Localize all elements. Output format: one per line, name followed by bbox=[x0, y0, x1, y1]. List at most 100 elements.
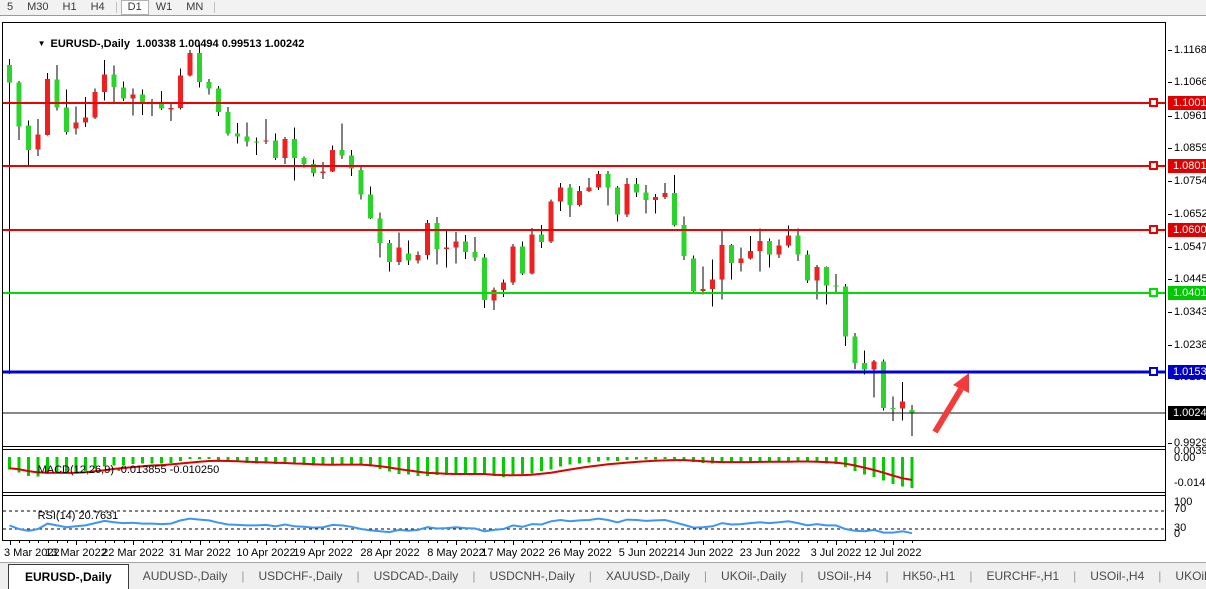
price-axis-tick bbox=[1168, 214, 1172, 215]
time-axis-label: 5 Jun 2022 bbox=[618, 547, 674, 559]
time-axis-minor-tick bbox=[371, 541, 372, 543]
chart-tab[interactable]: USDCNH-,Daily bbox=[489, 569, 575, 583]
time-axis-minor-tick bbox=[162, 541, 163, 543]
time-axis-minor-tick bbox=[732, 541, 733, 543]
time-axis-minor-tick bbox=[656, 541, 657, 543]
time-axis-minor-tick bbox=[808, 541, 809, 543]
chart-tab[interactable]: EURCHF-,H1 bbox=[986, 569, 1060, 583]
timeframe-button-D1[interactable]: D1 bbox=[120, 0, 149, 15]
price-axis-tick bbox=[1168, 443, 1172, 444]
rsi-chart[interactable] bbox=[3, 496, 1165, 540]
price-axis[interactable]: 1.11680 1.10660 1.09610 1.08590 1.07540 1.065… bbox=[1168, 22, 1206, 563]
time-axis-minor-tick bbox=[903, 541, 904, 543]
time-axis-minor-tick bbox=[352, 541, 353, 543]
tab-separator: | bbox=[969, 569, 973, 583]
chart-window: ▼ EURUSD-,Daily 1.00338 1.00494 0.99513 1… bbox=[2, 22, 1206, 563]
time-axis-minor-tick bbox=[760, 541, 761, 543]
time-axis-minor-tick bbox=[827, 541, 828, 543]
time-axis-tick bbox=[703, 541, 704, 545]
time-axis-minor-tick bbox=[504, 541, 505, 543]
price-axis-label: 1.09610 bbox=[1174, 110, 1206, 122]
rsi-value: 20.7631 bbox=[78, 510, 119, 522]
ohlc-high: 1.00494 bbox=[178, 38, 219, 50]
time-axis-minor-tick bbox=[209, 541, 210, 543]
time-axis-minor-tick bbox=[38, 541, 39, 543]
price-chart-panel[interactable]: ▼ EURUSD-,Daily 1.00338 1.00494 0.99513 1… bbox=[3, 23, 1165, 447]
rsi-axis-label: 70 bbox=[1174, 503, 1187, 515]
timeframe-button-MN[interactable]: MN bbox=[186, 1, 204, 13]
time-axis-label: 17 May 2022 bbox=[481, 547, 545, 559]
rsi-line bbox=[9, 517, 913, 535]
hline-handle[interactable] bbox=[1149, 98, 1158, 107]
tab-separator: | bbox=[241, 569, 245, 583]
time-axis-minor-tick bbox=[257, 541, 258, 543]
time-axis-minor-tick bbox=[694, 541, 695, 543]
timeframe-button-H4[interactable]: H4 bbox=[90, 1, 105, 13]
arrow-annotation[interactable] bbox=[932, 387, 964, 434]
time-axis-minor-tick bbox=[475, 541, 476, 543]
time-axis[interactable]: 3 Mar 2022 13 Mar 2022 22 Mar 2022 31 Mar 2… bbox=[2, 541, 1168, 563]
hline-handle[interactable] bbox=[1149, 288, 1158, 297]
timeframe-button-H1[interactable]: H1 bbox=[62, 1, 77, 13]
rsi-axis-label: 0 bbox=[1174, 528, 1181, 540]
time-axis-tick bbox=[133, 541, 134, 545]
time-axis-minor-tick bbox=[741, 541, 742, 543]
time-axis-tick bbox=[770, 541, 771, 545]
tab-separator: | bbox=[703, 569, 708, 583]
time-axis-minor-tick bbox=[542, 541, 543, 543]
ohlc-low: 0.99513 bbox=[221, 38, 262, 50]
time-axis-tick bbox=[323, 541, 324, 545]
time-axis-label: 31 Mar 2022 bbox=[169, 547, 231, 559]
chart-tab[interactable]: USOil-,H4 bbox=[1090, 569, 1145, 583]
timeframe-button-W1[interactable]: W1 bbox=[155, 1, 173, 13]
macd-panel[interactable]: MACD(12,26,9) -0.013855 -0.010250 bbox=[3, 449, 1165, 493]
chart-tab-bar: EURUSD-,Daily AUDUSD-,Daily | USDCHF-,Daily… bbox=[0, 562, 1206, 589]
macd-main-value: -0.013855 bbox=[117, 464, 167, 476]
chart-tab[interactable]: UKOil-,Daily bbox=[721, 569, 787, 583]
time-axis-minor-tick bbox=[675, 541, 676, 543]
time-axis-minor-tick bbox=[532, 541, 533, 543]
price-axis-tick bbox=[1168, 148, 1172, 149]
price-axis-label: 1.11680 bbox=[1174, 44, 1206, 56]
time-axis-minor-tick bbox=[618, 541, 619, 543]
hline-handle[interactable] bbox=[1149, 161, 1158, 170]
chart-tab-active[interactable]: EURUSD-,Daily bbox=[8, 564, 129, 589]
rsi-panel[interactable]: RSI(14) 20.7631 bbox=[3, 495, 1165, 540]
time-axis-minor-tick bbox=[798, 541, 799, 543]
timeframe-button-5[interactable]: 5 bbox=[7, 1, 14, 13]
time-axis-minor-tick bbox=[447, 541, 448, 543]
time-axis-label: 28 Apr 2022 bbox=[360, 547, 420, 559]
time-axis-minor-tick bbox=[304, 541, 305, 543]
chart-tab[interactable]: AUDUSD-,Daily bbox=[142, 569, 228, 583]
price-axis-label: 1.10660 bbox=[1174, 76, 1206, 88]
time-axis-minor-tick bbox=[285, 541, 286, 543]
price-axis-label: 1.06520 bbox=[1174, 208, 1206, 220]
tab-separator: | bbox=[356, 569, 360, 583]
chart-tab[interactable]: USOil-,H4 bbox=[817, 569, 872, 583]
time-axis-label: 19 Apr 2022 bbox=[293, 547, 353, 559]
toolbar-separator bbox=[115, 2, 117, 13]
timeframe-button-M30[interactable]: M30 bbox=[27, 1, 49, 13]
time-axis-minor-tick bbox=[114, 541, 115, 543]
price-level-badge: 1.06007 bbox=[1168, 223, 1206, 237]
hline-handle[interactable] bbox=[1149, 367, 1158, 376]
time-axis-minor-tick bbox=[143, 541, 144, 543]
chart-tab[interactable]: XAUUSD-,Daily bbox=[605, 569, 690, 583]
time-axis-tick bbox=[513, 541, 514, 545]
candlestick-chart[interactable] bbox=[3, 23, 1165, 446]
time-axis-minor-tick bbox=[409, 541, 410, 543]
arrow-annotation-head[interactable] bbox=[953, 373, 969, 393]
chart-tab[interactable]: HK50-,H1 bbox=[902, 569, 956, 583]
collapse-triangle-icon[interactable]: ▼ bbox=[37, 39, 46, 48]
time-axis-tick bbox=[390, 541, 391, 545]
chart-tab[interactable]: UKOil-,H4 bbox=[1175, 569, 1206, 583]
time-axis-minor-tick bbox=[846, 541, 847, 543]
chart-tab[interactable]: USDCHF-,Daily bbox=[258, 569, 343, 583]
price-axis-tick bbox=[1168, 312, 1172, 313]
hline-handle[interactable] bbox=[1149, 225, 1158, 234]
macd-chart[interactable] bbox=[3, 450, 1165, 492]
time-axis-label: 14 Jun 2022 bbox=[672, 547, 734, 559]
time-axis-minor-tick bbox=[494, 541, 495, 543]
chart-tab[interactable]: USDCAD-,Daily bbox=[373, 569, 459, 583]
